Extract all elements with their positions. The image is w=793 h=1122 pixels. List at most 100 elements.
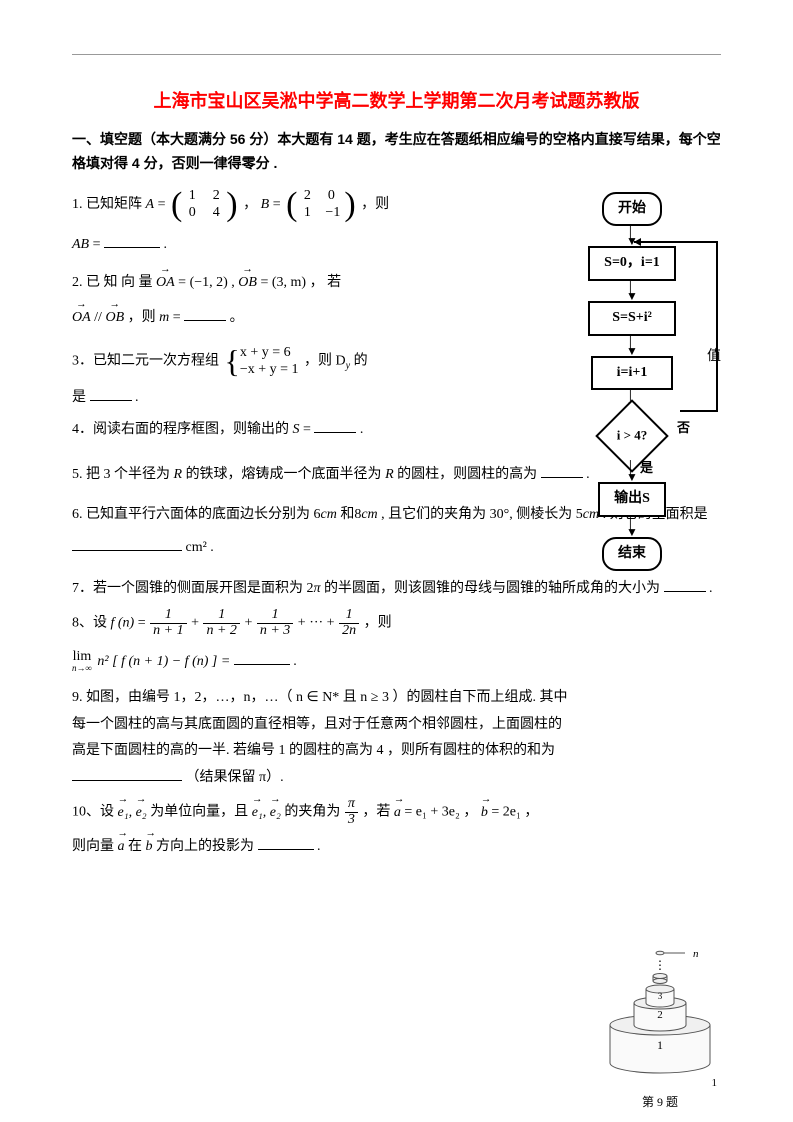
question-10: 10、设 e₁, e₂ 为单位向量，且 e₁, e₂ 的夹角为 π3 ，若 a … — [72, 797, 721, 827]
cylinder-figure: 1 2 3 ⋮ — [595, 933, 725, 1114]
question-8b: lim n→∞ n² [ f (n + 1) − f (n) ] = . — [72, 649, 721, 676]
vec-e1: e₁ — [118, 800, 129, 827]
fn: f (n) — [111, 616, 135, 631]
var-m: m — [159, 310, 169, 325]
period: 。 — [230, 310, 244, 325]
question-2: 2. 已 知 向 量 OA = (−1, 2) , OB = (3, m) ， … — [72, 270, 492, 297]
q5-b: 的铁球，熔铸成一个底面半径为 — [186, 467, 386, 482]
vec-e2: e₂ — [270, 800, 281, 827]
plus: + — [191, 616, 202, 631]
q7-b: 的半圆面，则该圆锥的母线与圆锥的轴所成角的大小为 — [324, 581, 660, 596]
q2-oa-val: = (−1, 2) , — [178, 275, 238, 290]
question-10b: 则向量 a 在 b 方向上的投影为 . — [72, 834, 721, 861]
q10-l2a: 则向量 — [72, 839, 118, 854]
arrow-icon: │▼ — [626, 462, 638, 482]
equation-system: { x + y = 6 −x + y = 1 — [225, 344, 299, 379]
dots: + ··· + — [298, 616, 338, 631]
cyl-label-3: 3 — [658, 991, 663, 1001]
q10-bexpr: = 2e₁ — [491, 805, 521, 820]
unit-cm: cm — [361, 507, 377, 522]
q5-c: 的圆柱，则圆柱的高为 — [397, 467, 537, 482]
q2-tail: ， 若 — [310, 275, 342, 290]
vec-OA: OA — [72, 305, 91, 332]
eq-sign: = — [138, 616, 149, 631]
frac: 1n + 2 — [203, 608, 239, 638]
section-heading: 一、填空题（本大题满分 56 分）本大题有 14 题，考生应在答题纸相应编号的空… — [72, 128, 721, 176]
arrow-icon: │▼ — [626, 517, 638, 537]
top-rule — [72, 54, 721, 55]
flow-init: S=0，i=1 — [588, 246, 676, 281]
vec-a: a — [118, 834, 125, 861]
period: . — [360, 422, 364, 437]
figure-caption: 第 9 题 — [595, 1091, 725, 1114]
page-number: 1 — [712, 1073, 718, 1094]
period: . — [135, 390, 139, 405]
q1-AB: AB — [72, 237, 89, 252]
q1-text: 1. 已知矩阵 — [72, 197, 146, 212]
flow-end: 结束 — [602, 537, 662, 572]
arrow-icon: │▼ — [626, 281, 638, 301]
vec-b: b — [146, 834, 153, 861]
pi: π — [314, 581, 321, 596]
q1-tail: ，则 — [361, 197, 389, 212]
q5-a: 5. 把 3 个半径为 — [72, 467, 174, 482]
sep: ， — [243, 197, 257, 212]
cylinder-svg: 1 2 3 ⋮ — [595, 933, 725, 1083]
answer-blank[interactable] — [258, 836, 314, 850]
frac-pi3: π3 — [345, 797, 358, 827]
eq-sign: = — [93, 237, 104, 252]
vec-OB: OB — [238, 270, 257, 297]
answer-blank[interactable] — [72, 537, 182, 551]
q8-tail: ，则 — [364, 616, 392, 631]
answer-blank[interactable] — [104, 234, 160, 248]
matrix-B: ( 20 1−1 ) — [286, 188, 356, 222]
matrix-A: ( 12 04 ) — [171, 188, 238, 222]
q10-aexpr: = e₁ + 3e₂ — [404, 805, 459, 820]
eq-sign: = — [173, 310, 184, 325]
q2-text: 2. 已 知 向 量 — [72, 275, 156, 290]
unit-cm: cm — [321, 507, 337, 522]
vec-OB: OB — [105, 305, 124, 332]
answer-blank[interactable] — [664, 578, 706, 592]
frac: 1n + 3 — [257, 608, 293, 638]
q8-a: 8、设 — [72, 616, 111, 631]
answer-blank[interactable] — [72, 767, 182, 781]
answer-blank[interactable] — [184, 307, 226, 321]
vec-OA: OA — [156, 270, 175, 297]
q10-a: 10、设 — [72, 805, 118, 820]
answer-blank[interactable] — [234, 651, 290, 665]
question-3: 3．已知二元一次方程组 { x + y = 6 −x + y = 1 ，则 Dy… — [72, 344, 721, 379]
dots-icon: ⋮ — [654, 958, 666, 972]
vec-e1: e₁ — [252, 800, 263, 827]
question-8: 8、设 f (n) = 1n + 1 + 1n + 2 + 1n + 3 + ·… — [72, 608, 721, 638]
sys-eq2: −x + y = 1 — [240, 361, 299, 379]
period: . — [164, 237, 168, 252]
q3-text: 3．已知二元一次方程组 — [72, 353, 223, 368]
q10-b: 为单位向量，且 — [150, 805, 252, 820]
frac: 12n — [339, 608, 359, 638]
var-R: R — [385, 467, 394, 482]
q9-tail: （结果保留 π）. — [186, 770, 284, 785]
question-1: 1. 已知矩阵 A = ( 12 04 ) ， B = ( 20 1−1 — [72, 188, 492, 222]
q6-b: 和8 — [340, 507, 361, 522]
var-S: S — [293, 422, 300, 437]
period: . — [709, 581, 713, 596]
cyl-label-n: n — [693, 948, 699, 960]
flow-start: 开始 — [602, 192, 662, 227]
q10-e: ， — [524, 805, 538, 820]
q8-expr: n² [ f (n + 1) − f (n) ] = — [97, 654, 233, 669]
vec-b: b — [481, 800, 488, 827]
q2-then: ，则 — [128, 310, 160, 325]
answer-blank[interactable] — [314, 419, 356, 433]
period: . — [293, 654, 297, 669]
q3-is: 是 — [72, 390, 86, 405]
question-7: 7．若一个圆锥的侧面展开图是面积为 2π 的半圆面，则该圆锥的母线与圆锥的轴所成… — [72, 576, 721, 603]
flow-sum: S=S+i² — [588, 301, 676, 336]
arrow-icon: │▼ — [626, 226, 638, 246]
q6-a: 6. 已知直平行六面体的底面边长分别为 6 — [72, 507, 321, 522]
vec-e2: e₂ — [136, 800, 147, 827]
sys-eq1: x + y = 6 — [240, 344, 299, 362]
answer-blank[interactable] — [90, 387, 132, 401]
q7-a: 7．若一个圆锥的侧面展开图是面积为 2 — [72, 581, 314, 596]
q10-c: 的夹角为 — [284, 805, 344, 820]
